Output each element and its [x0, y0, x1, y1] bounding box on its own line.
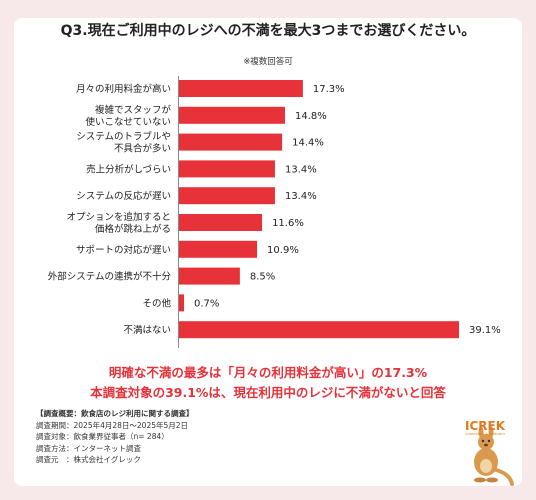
category-label-2-line-1: 不具合が多い — [114, 143, 171, 155]
value-label-3: 13.4% — [285, 164, 317, 175]
category-label-7-line-0: 外部システムの連携が不十分 — [48, 271, 172, 283]
bar-8 — [179, 294, 185, 312]
bar-4 — [179, 187, 275, 205]
logo-subtext: CONSULTING & RESEARCH — [465, 432, 505, 436]
bar-6 — [179, 240, 258, 258]
bar-3 — [179, 160, 275, 178]
category-label-4-line-0: システムの反応が遅い — [76, 190, 171, 202]
category-label-2-line-0: システムのトラブルや — [76, 131, 171, 143]
bar-7 — [179, 267, 240, 285]
survey-overview: 【調査概要：飲食店のレジ利用に関する調査】 調査期間：2025年4月28日～20… — [36, 408, 194, 466]
kangaroo-logo-icon: ICREK CONSULTING & RESEARCH — [465, 419, 514, 486]
survey-method: 調査方法：インターネット調査 — [36, 443, 141, 453]
value-label-4: 13.4% — [285, 191, 317, 202]
category-label-6-line-0: サポートの対応が遅い — [76, 244, 171, 256]
highlight-line-1: 明確な不満の最多は「月々の利用料金が高い」の17.3% — [108, 365, 428, 380]
category-label-3-line-0: 売上分析がしづらい — [86, 163, 171, 175]
highlight-line-2: 本調査対象の39.1%は、現在利用中のレジに不満がないと回答 — [90, 385, 446, 400]
bar-1 — [179, 106, 285, 124]
value-label-8: 0.7% — [194, 298, 219, 309]
category-label-1-line-1: 使いこなせていない — [85, 116, 171, 128]
bar-9 — [179, 321, 459, 339]
category-label-5-line-0: オプションを追加すると — [66, 211, 171, 223]
value-label-5: 11.6% — [272, 218, 304, 229]
value-label-9: 39.1% — [469, 325, 501, 336]
survey-source: 調査元 ：株式会社イグレック — [36, 455, 141, 465]
value-label-2: 14.4% — [292, 138, 324, 149]
survey-period: 調査期間：2025年4月28日～2025年5月2日 — [36, 420, 189, 430]
category-label-5-line-1: 価格が跳ね上がる — [95, 223, 171, 235]
bar-5 — [179, 214, 263, 231]
multiple-answer-note: ※複数回答可 — [243, 57, 293, 67]
logo-text: ICREK — [465, 419, 506, 433]
value-label-0: 17.3% — [313, 84, 345, 95]
bar-0 — [179, 80, 303, 97]
value-label-7: 8.5% — [250, 272, 275, 283]
category-label-0-line-0: 月々の利用料金が高い — [76, 83, 171, 95]
survey-target: 調査対象：飲食業界従事者（n= 284） — [36, 432, 169, 442]
category-label-9-line-0: 不満はない — [123, 325, 171, 336]
survey-heading: 【調査概要：飲食店のレジ利用に関する調査】 — [36, 409, 194, 418]
value-label-6: 10.9% — [267, 245, 299, 256]
category-label-8-line-0: その他 — [142, 297, 171, 309]
chart-title: Q3.現在ご利用中のレジへの不満を最大3つまでお選びください。 — [60, 23, 476, 39]
category-label-1-line-0: 複雑でスタッフが — [95, 104, 172, 116]
value-label-1: 14.8% — [295, 111, 327, 122]
bar-2 — [179, 133, 283, 151]
